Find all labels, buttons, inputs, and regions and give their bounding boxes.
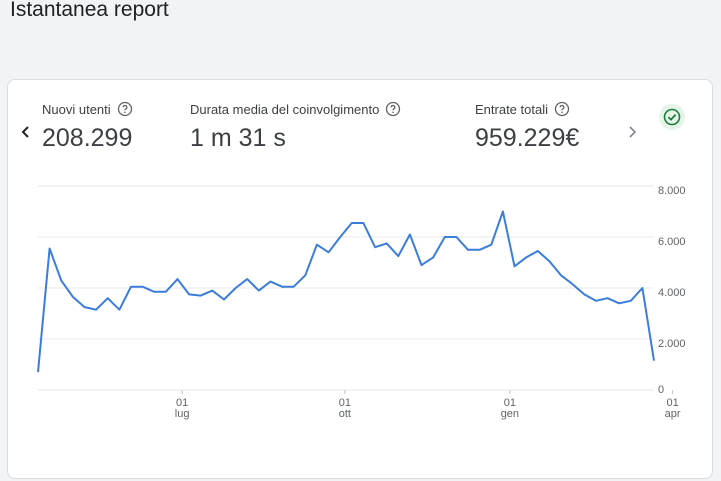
x-tick-month: lug (175, 408, 190, 420)
y-tick-label: 4.000 (658, 287, 686, 299)
metric-avg-engagement[interactable]: Durata media del coinvolgimento 1 m 31 s (190, 100, 401, 153)
metric-value: 208.299 (42, 124, 133, 152)
x-tick-day: 01 (666, 397, 678, 409)
y-tick-label: 2.000 (658, 338, 686, 350)
y-tick-label: 8.000 (658, 185, 686, 197)
x-tick-month: ott (339, 408, 351, 420)
chevron-right-icon (629, 126, 637, 138)
line-chart: 8.0006.0004.0002.000001lug01ott01gen01ap… (37, 185, 686, 420)
x-tick-day: 01 (339, 397, 351, 409)
help-icon[interactable] (554, 101, 570, 117)
metric-label: Durata media del coinvolgimento (190, 101, 380, 117)
next-metrics-button[interactable] (622, 122, 642, 142)
metric-value: 959.229€ (475, 124, 580, 152)
x-tick-day: 01 (176, 397, 188, 409)
report-card: Nuovi utenti 208.299 Durata media del co… (7, 79, 713, 479)
metric-new-users[interactable]: Nuovi utenti 208.299 (42, 100, 133, 153)
metric-label: Entrate totali (475, 101, 548, 117)
x-tick-month: apr (665, 408, 681, 420)
y-tick-label: 0 (658, 384, 664, 396)
chevron-left-icon (21, 126, 29, 138)
check-circle-icon (659, 104, 685, 130)
x-tick-month: gen (501, 408, 519, 420)
metric-value: 1 m 31 s (190, 124, 286, 152)
y-tick-label: 6.000 (658, 236, 686, 248)
series-line (37, 210, 655, 373)
metric-total-revenue[interactable]: Entrate totali 959.229€ (475, 100, 579, 153)
help-icon[interactable] (385, 101, 401, 117)
x-tick-day: 01 (504, 397, 516, 409)
help-icon[interactable] (117, 101, 133, 117)
metric-label: Nuovi utenti (42, 101, 111, 117)
page-title: Istantanea report (10, 0, 169, 21)
previous-metrics-button[interactable] (16, 122, 36, 142)
